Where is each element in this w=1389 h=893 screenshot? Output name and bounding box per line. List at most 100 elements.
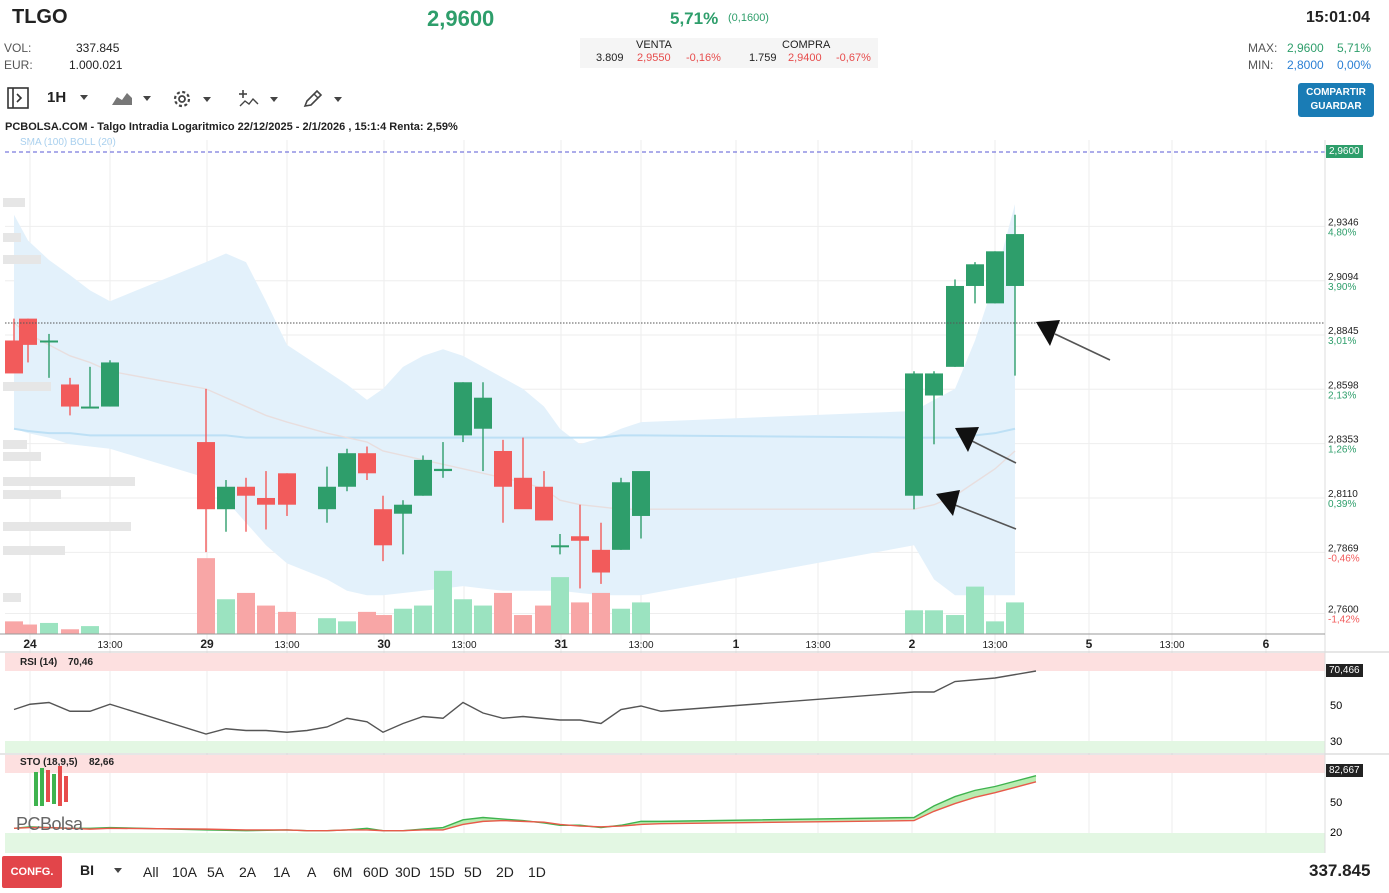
volume-bar [257, 605, 275, 634]
volume-bars [5, 558, 1024, 634]
time-tick-label: 24 [23, 637, 37, 651]
volume-bar [217, 599, 235, 634]
share-save-button[interactable]: COMPARTIR GUARDAR [1298, 83, 1374, 117]
volume-profile [3, 198, 135, 602]
ticker-symbol: TLGO [12, 6, 68, 28]
chart-mode-label: BI [80, 862, 94, 878]
compra-pct: -0,67% [836, 52, 871, 64]
volume-bar [374, 615, 392, 634]
volume-bar [1006, 602, 1024, 634]
order-book: VENTA COMPRA 3.809 2,9550 -0,16% 1.759 2… [580, 38, 878, 68]
timeframe-15d[interactable]: 15D [429, 864, 455, 880]
volume-profile-bar [3, 593, 21, 602]
min-label: MIN: [1248, 58, 1274, 72]
venta-qty: 3.809 [596, 52, 624, 64]
sma-line [13, 427, 1016, 439]
sto-overbought-zone [5, 755, 1325, 773]
sto-k-line [13, 774, 1037, 832]
interval-select[interactable]: 1H [47, 89, 89, 106]
venta-price: 2,9550 [637, 52, 671, 64]
candle-body [414, 459, 432, 496]
volume-bar [394, 608, 412, 634]
candle-body [454, 382, 472, 436]
timeframe-5d[interactable]: 5D [464, 864, 482, 880]
pcbolsa-logo: PCBolsa [14, 766, 94, 836]
candle-body [197, 442, 215, 510]
vol-value: 337.845 [76, 41, 120, 55]
price-tick-label: 2,8845 [1328, 326, 1359, 337]
settings-select[interactable] [171, 88, 211, 110]
price-axis: 2,93464,80%2,90943,90%2,88453,01%2,85982… [1328, 217, 1360, 625]
volume-profile-bar [3, 490, 61, 499]
candle-body [61, 384, 79, 407]
timeframe-1d[interactable]: 1D [528, 864, 546, 880]
timeframe-2d[interactable]: 2D [496, 864, 514, 880]
save-label: GUARDAR [1310, 101, 1362, 112]
price-tick-label: 2,8353 [1328, 435, 1359, 446]
volume-bar [318, 618, 336, 634]
config-label: CONFG. [10, 866, 54, 878]
candle-body [257, 497, 275, 505]
timeframe-1a[interactable]: 1A [273, 864, 291, 880]
logo-bars-icon [34, 766, 68, 806]
rsi-value: 70,46 [68, 657, 94, 668]
volume-bar [966, 586, 984, 634]
price-tick-label: 2,9094 [1328, 272, 1359, 283]
time-tick-label: 13:00 [982, 640, 1007, 651]
time-axis: 24 13:00 29 13:00 30 13:00 31 13:00 1 13:00 2 13:00… [23, 637, 1269, 651]
volume-profile-bar [3, 452, 41, 461]
volume-bar [632, 602, 650, 634]
timeframe-6m[interactable]: 6M [333, 864, 353, 880]
time-tick-label: 13:00 [274, 640, 299, 651]
chart-mode-select[interactable]: BI [80, 862, 122, 878]
compra-label: COMPRA [782, 39, 831, 51]
pct-tick-label: 1,26% [1328, 445, 1356, 456]
max-value: 2,9600 [1287, 41, 1324, 55]
timeframe-all[interactable]: All [143, 864, 159, 880]
config-button[interactable]: CONFG. [2, 856, 62, 888]
rsi-oversold-zone [5, 741, 1325, 753]
sto-fill [14, 775, 1036, 831]
pencil-icon [303, 89, 323, 108]
candle-body [551, 545, 569, 548]
arrow-head-icon [955, 427, 979, 452]
volume-bar [612, 608, 630, 634]
time-tick-label: 13:00 [1159, 640, 1184, 651]
rsi-axis-50: 50 [1330, 700, 1342, 712]
candle-body [966, 264, 984, 286]
volume-bar [5, 621, 23, 634]
bollinger-middle-line [13, 322, 1016, 510]
timeframe-2a[interactable]: 2A [239, 864, 257, 880]
timeframe-60d[interactable]: 60D [363, 864, 389, 880]
compra-price: 2,9400 [788, 52, 822, 64]
change-absolute: (0,1600) [728, 12, 769, 24]
timeframe-10a[interactable]: 10A [172, 864, 197, 880]
volume-bar [592, 592, 610, 634]
indicators-select[interactable] [238, 89, 278, 109]
timeframe-5a[interactable]: 5A [207, 864, 225, 880]
volume-bar [905, 610, 923, 634]
candle-body [5, 340, 23, 374]
time-tick-label: 13:00 [805, 640, 830, 651]
arrow-head-icon [936, 490, 960, 516]
toggle-panel-button[interactable] [6, 86, 30, 110]
price-tick-label: 2,7869 [1328, 543, 1359, 554]
chevron-down-icon [80, 95, 89, 100]
min-pct: 0,00% [1337, 58, 1372, 72]
chart-title: PCBOLSA.COM - Talgo Intradia Logaritmico… [5, 121, 458, 133]
sto-label: STO (18,9,5) [20, 757, 78, 768]
timeframe-30d[interactable]: 30D [395, 864, 421, 880]
candle-body [318, 486, 336, 510]
timeframe-a[interactable]: A [307, 864, 317, 880]
price-tick-label: 2,8598 [1328, 380, 1359, 391]
candle-body [19, 318, 37, 345]
volume-bar [40, 622, 58, 634]
chevron-down-icon [114, 867, 122, 873]
pct-tick-label: -0,46% [1328, 553, 1360, 564]
max-label: MAX: [1248, 41, 1278, 55]
time-tick-label: 5 [1086, 637, 1093, 651]
chart-type-select[interactable] [111, 90, 151, 106]
drawing-tools-select[interactable] [302, 89, 342, 109]
chevron-down-icon [334, 96, 342, 102]
